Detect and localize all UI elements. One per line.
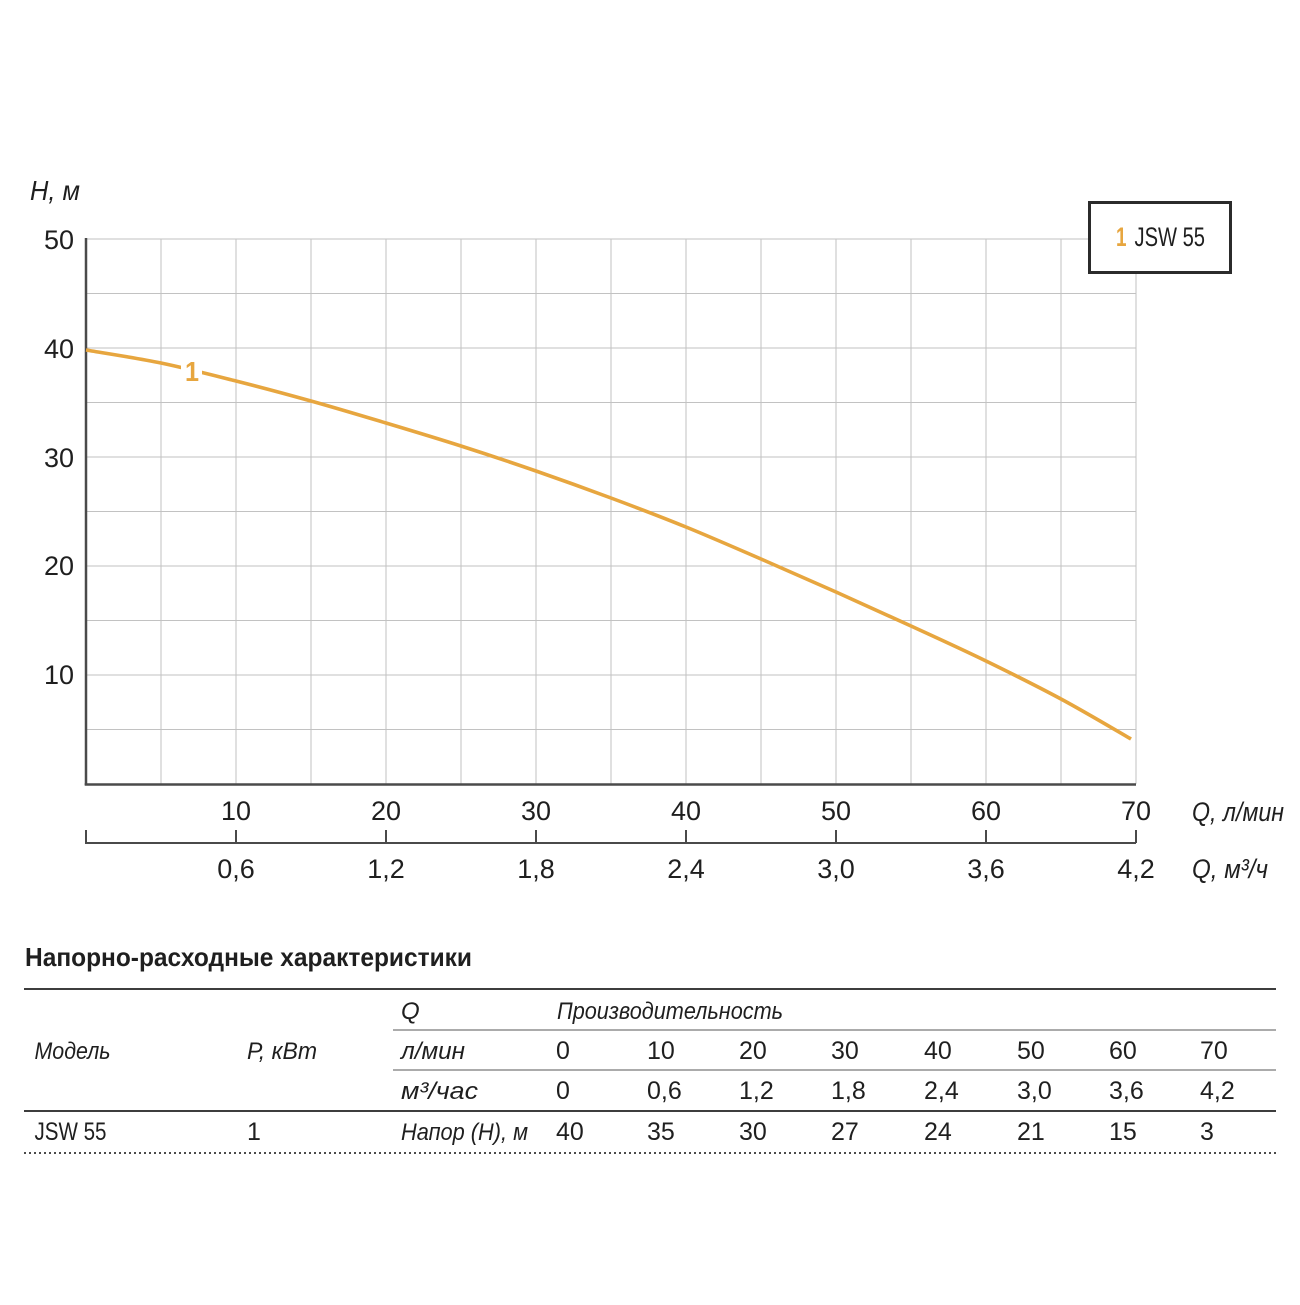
- svg-text:1,8: 1,8: [831, 1077, 866, 1105]
- svg-text:24: 24: [924, 1118, 952, 1146]
- svg-text:Производительность: Производительность: [557, 998, 783, 1025]
- svg-text:4,2: 4,2: [1117, 854, 1155, 884]
- svg-text:Напорно-расходные характеристи: Напорно-расходные характеристики: [25, 942, 472, 972]
- svg-text:Н, м: Н, м: [30, 175, 80, 206]
- svg-text:1: 1: [1116, 222, 1127, 252]
- svg-text:3,6: 3,6: [1109, 1077, 1144, 1105]
- svg-text:21: 21: [1017, 1118, 1045, 1146]
- svg-text:0,6: 0,6: [647, 1077, 682, 1105]
- svg-text:3,0: 3,0: [817, 854, 855, 884]
- svg-text:40: 40: [44, 334, 74, 364]
- svg-text:50: 50: [44, 225, 74, 255]
- svg-text:40: 40: [924, 1037, 952, 1065]
- svg-text:60: 60: [1109, 1037, 1137, 1065]
- svg-text:20: 20: [739, 1037, 767, 1065]
- svg-text:40: 40: [556, 1118, 584, 1146]
- svg-text:1: 1: [185, 356, 199, 387]
- svg-text:м³/час: м³/час: [401, 1078, 478, 1105]
- svg-text:л/мин: л/мин: [399, 1038, 465, 1065]
- svg-text:3,6: 3,6: [967, 854, 1005, 884]
- svg-text:Q: Q: [401, 998, 420, 1025]
- svg-text:Напор (Н), м: Напор (Н), м: [401, 1119, 528, 1146]
- svg-text:1,2: 1,2: [367, 854, 405, 884]
- svg-text:60: 60: [971, 796, 1001, 826]
- svg-text:50: 50: [1017, 1037, 1045, 1065]
- svg-text:JSW 55: JSW 55: [35, 1118, 107, 1146]
- svg-text:3,0: 3,0: [1017, 1077, 1052, 1105]
- svg-text:30: 30: [739, 1118, 767, 1146]
- svg-text:10: 10: [221, 796, 251, 826]
- svg-text:0,6: 0,6: [217, 854, 255, 884]
- svg-text:4,2: 4,2: [1200, 1077, 1235, 1105]
- svg-text:1,2: 1,2: [739, 1077, 774, 1105]
- svg-text:JSW 55: JSW 55: [1135, 222, 1206, 252]
- svg-text:Р, кВт: Р, кВт: [247, 1038, 317, 1065]
- svg-text:35: 35: [647, 1118, 675, 1146]
- svg-text:15: 15: [1109, 1118, 1137, 1146]
- svg-text:1,8: 1,8: [517, 854, 555, 884]
- svg-text:70: 70: [1200, 1037, 1228, 1065]
- svg-text:2,4: 2,4: [924, 1077, 959, 1105]
- svg-text:Q, л/мин: Q, л/мин: [1192, 797, 1284, 827]
- svg-text:1: 1: [247, 1118, 261, 1146]
- svg-text:40: 40: [671, 796, 701, 826]
- svg-text:0: 0: [556, 1037, 570, 1065]
- svg-text:27: 27: [831, 1118, 859, 1146]
- svg-text:3: 3: [1200, 1118, 1214, 1146]
- svg-text:50: 50: [821, 796, 851, 826]
- svg-text:30: 30: [521, 796, 551, 826]
- svg-text:0: 0: [556, 1077, 570, 1105]
- svg-text:30: 30: [44, 443, 74, 473]
- svg-text:10: 10: [647, 1037, 675, 1065]
- svg-text:70: 70: [1121, 796, 1151, 826]
- svg-text:10: 10: [44, 660, 74, 690]
- svg-text:30: 30: [831, 1037, 859, 1065]
- svg-text:20: 20: [371, 796, 401, 826]
- svg-text:2,4: 2,4: [667, 854, 705, 884]
- svg-text:Модель: Модель: [35, 1038, 111, 1065]
- svg-text:20: 20: [44, 551, 74, 581]
- svg-text:Q, м³/ч: Q, м³/ч: [1192, 854, 1268, 884]
